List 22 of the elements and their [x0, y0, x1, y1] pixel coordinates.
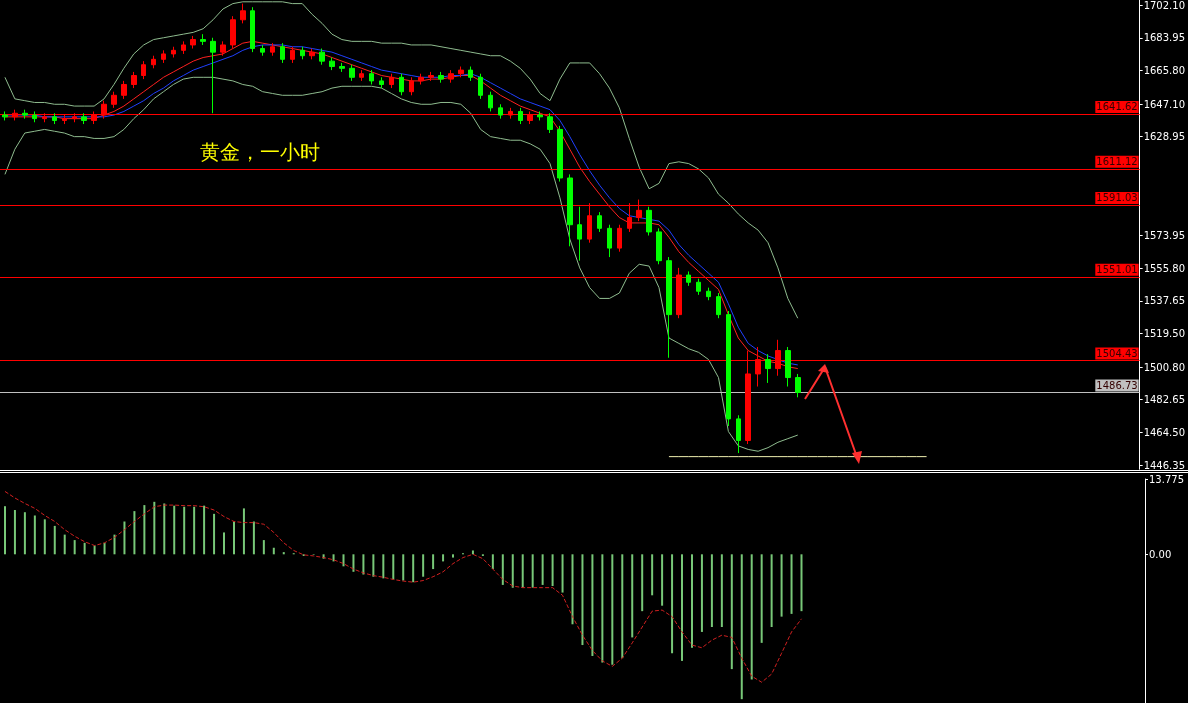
text: 黄金，一小时 — [200, 140, 320, 164]
y-tick-label: 1555.80 — [1143, 262, 1186, 274]
ref-line-label: 1641.62 — [1096, 101, 1138, 113]
ref-line-label: 1591.03 — [1096, 192, 1138, 204]
y-tick-label: 1573.95 — [1143, 230, 1186, 242]
y-tick-label: 1665.80 — [1143, 64, 1186, 76]
y-tick-label: 1464.50 — [1143, 426, 1186, 438]
ref-line-label: 1504.43 — [1096, 348, 1138, 360]
y-tick-label: 1647.10 — [1143, 98, 1186, 110]
y-tick-label: 1537.65 — [1143, 295, 1186, 307]
y-tick-label: 1683.95 — [1143, 32, 1186, 44]
y-tick-label: 1482.65 — [1143, 394, 1186, 406]
y-tick-label: 1500.80 — [1143, 361, 1186, 373]
y-tick-label: 13.775 — [1149, 473, 1184, 485]
ref-line-label: 1551.01 — [1096, 264, 1138, 276]
y-tick-label: 0.00 — [1149, 548, 1172, 560]
ref-line-label: 1486.73 — [1096, 379, 1138, 391]
y-tick-label: 1702.10 — [1143, 0, 1186, 11]
y-tick-label: 1628.95 — [1143, 131, 1186, 143]
y-tick-label: 1519.50 — [1143, 327, 1186, 339]
y-tick-label: 1446.35 — [1143, 459, 1186, 471]
ref-line-label: 1611.12 — [1096, 156, 1138, 168]
